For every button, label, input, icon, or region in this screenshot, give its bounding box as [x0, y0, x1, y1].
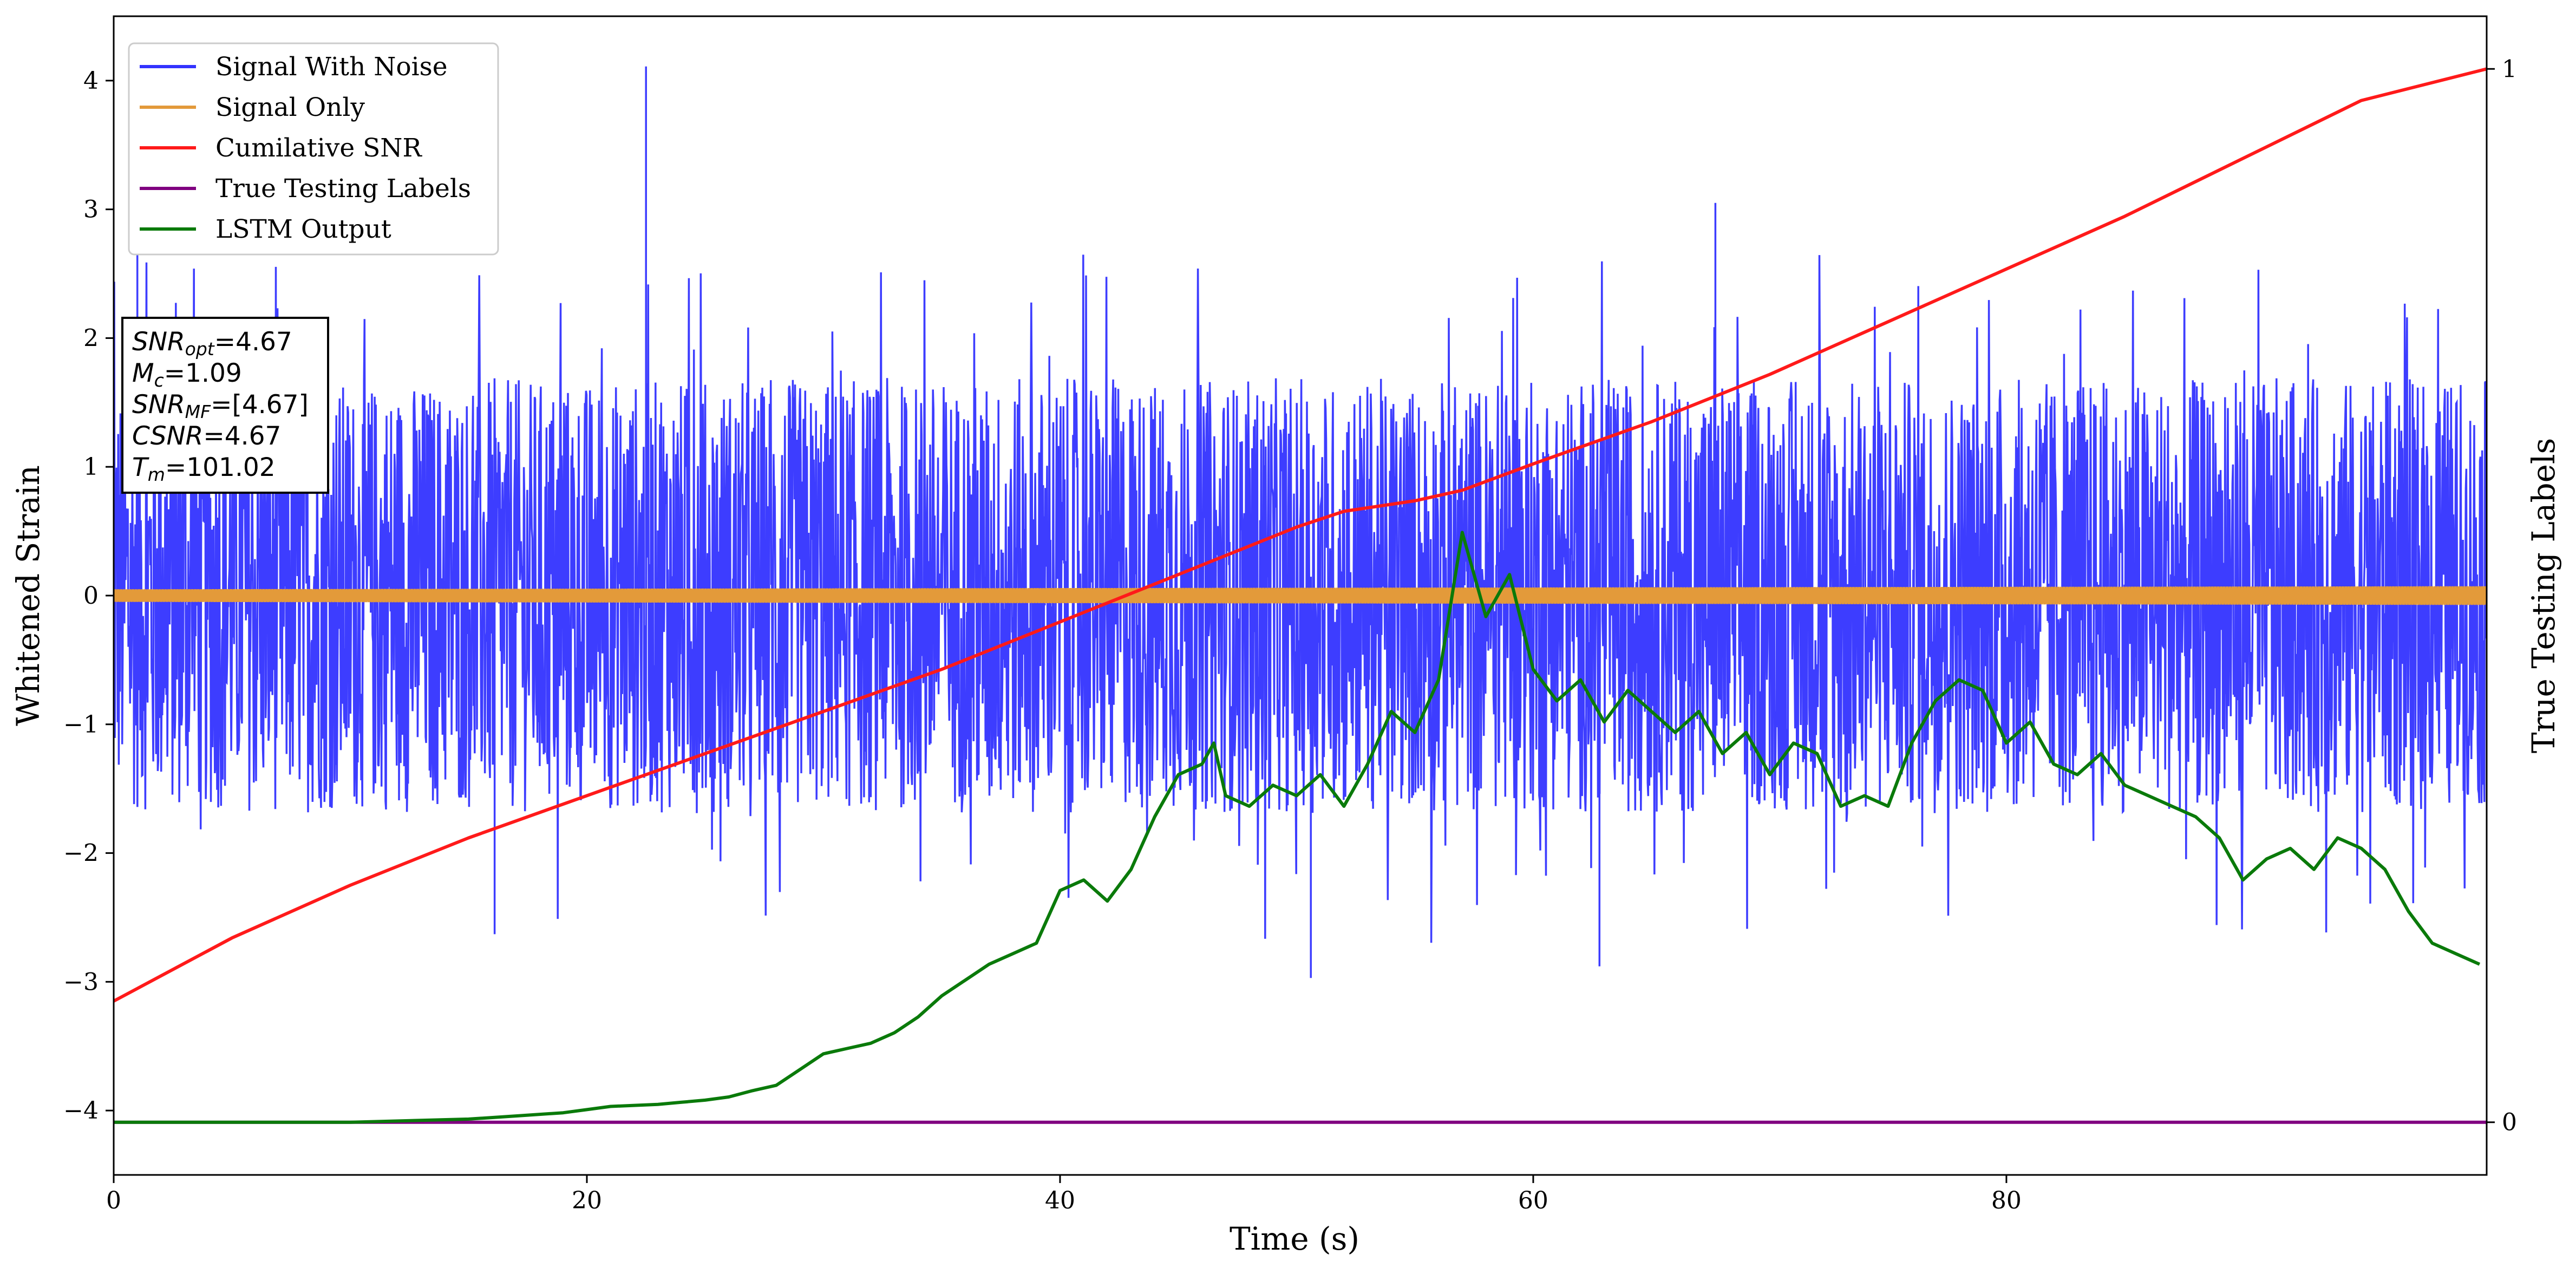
- legend-label: Cumilative SNR: [215, 133, 422, 163]
- y2-axis-label: True Testing Labels: [2525, 438, 2562, 753]
- x-axis-label: Time (s): [1230, 1220, 1359, 1257]
- y-axis-label: Whitened Strain: [10, 465, 47, 726]
- series-signal-only: [114, 586, 2487, 605]
- series-cumilative-snr: [114, 67, 2487, 1003]
- y-tick-label: 2: [83, 324, 99, 352]
- legend-item: True Testing Labels: [140, 174, 471, 204]
- series-layer: [114, 66, 2487, 1124]
- y-tick-label: 3: [83, 196, 99, 224]
- series-lstm-output: [114, 531, 2481, 1124]
- annotation-line: CSNR=4.67: [132, 421, 281, 451]
- legend-label: LSTM Output: [215, 214, 391, 244]
- y-tick-label: −2: [63, 840, 99, 867]
- legend-label: Signal Only: [215, 93, 365, 122]
- y-tick-label: 0: [83, 582, 99, 610]
- annotation-line: SNRopt=4.67: [132, 327, 292, 360]
- x-tick-label: 20: [572, 1187, 602, 1214]
- legend-item: Signal Only: [140, 93, 365, 122]
- annotation-frame: [121, 317, 329, 494]
- y-tick-label: −4: [63, 1097, 99, 1125]
- y-tick-label: 4: [83, 67, 99, 95]
- y2-tick-label: 0: [2502, 1109, 2517, 1136]
- annotation-line: Mc=1.09: [132, 358, 242, 391]
- annotation-line: SNRMF=[4.67]: [132, 390, 309, 422]
- legend-label: True Testing Labels: [215, 174, 471, 204]
- series-signal-with-noise: [114, 66, 2487, 978]
- x-tick-label: 40: [1045, 1187, 1075, 1214]
- annotation-line: Tm=101.02: [132, 453, 276, 485]
- y-tick-label: −1: [63, 711, 99, 739]
- legend-item: Cumilative SNR: [140, 133, 422, 163]
- x-tick-label: 80: [1991, 1187, 2022, 1214]
- legend: Signal With Noise Signal Only Cumilative S…: [128, 42, 499, 256]
- legend-label: Signal With Noise: [215, 52, 448, 82]
- y2-tick-label: 1: [2502, 55, 2517, 83]
- x-tick-label: 60: [1518, 1187, 1548, 1214]
- annotation-box: SNRopt=4.67Mc=1.09SNRMF=[4.67]CSNR=4.67T…: [121, 317, 329, 494]
- y-tick-label: 1: [83, 453, 99, 481]
- legend-frame: [128, 42, 499, 256]
- y-tick-label: −3: [63, 968, 99, 996]
- x-tick-label: 0: [106, 1187, 121, 1214]
- legend-item: Signal With Noise: [140, 52, 448, 82]
- legend-item: LSTM Output: [140, 214, 391, 244]
